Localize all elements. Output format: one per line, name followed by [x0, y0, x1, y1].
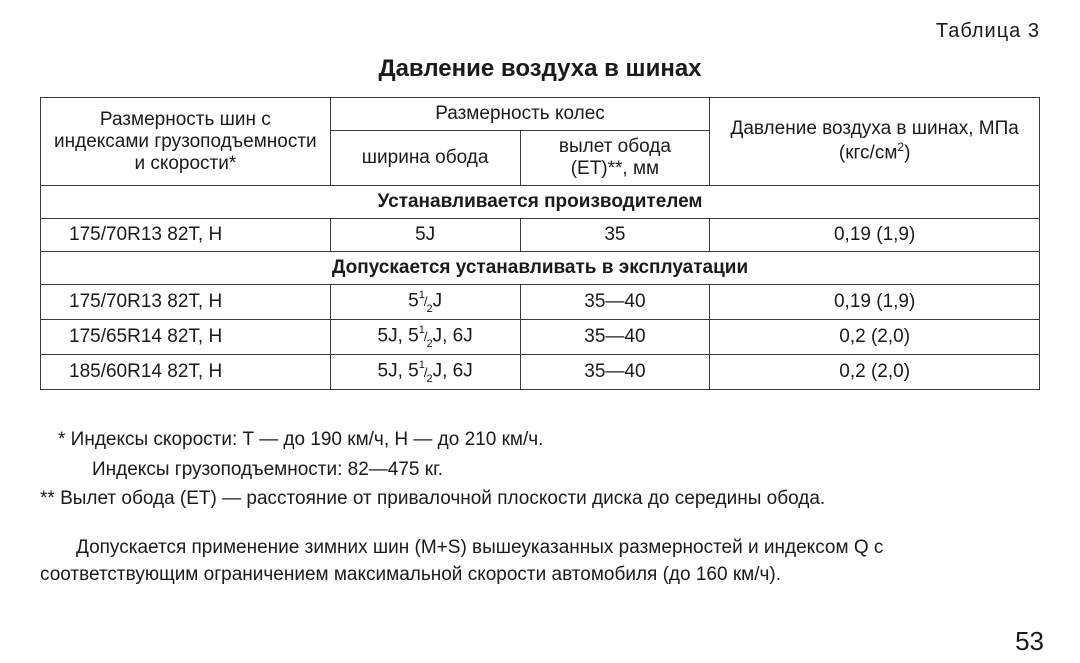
- cell-offset: 35—40: [520, 355, 710, 390]
- page-title: Давление воздуха в шинах: [40, 55, 1040, 83]
- section-allowed: Допускается устанавливать в эксплуатации: [41, 252, 1040, 285]
- table-row: 175/70R13 82T, H 51/2J 35—40 0,19 (1,9): [41, 285, 1040, 320]
- header-wheel-size: Размерность колес: [330, 98, 710, 131]
- cell-width-prefix: 5J, 5: [378, 361, 419, 382]
- header-pressure: Давление воздуха в шинах, МПа (кгс/см2): [710, 98, 1040, 186]
- cell-tire: 175/65R14 82T, H: [41, 320, 331, 355]
- cell-width: 5J, 51/2J, 6J: [330, 320, 520, 355]
- section-manufacturer: Устанавливается производителем: [41, 186, 1040, 219]
- footnote-load: Индексы грузоподъемности: 82—475 кг.: [40, 456, 1040, 484]
- cell-pressure: 0,2 (2,0): [710, 320, 1040, 355]
- table-row: 185/60R14 82T, H 5J, 51/2J, 6J 35—40 0,2…: [41, 355, 1040, 390]
- half-fraction: 1/2: [419, 325, 433, 349]
- cell-tire: 175/70R13 82T, H: [41, 285, 331, 320]
- cell-width: 5J, 51/2J, 6J: [330, 355, 520, 390]
- page-number: 53: [1015, 626, 1044, 657]
- bottom-paragraph: Допускается применение зимних шин (M+S) …: [40, 535, 1040, 588]
- header-rim-width: ширина обода: [330, 131, 520, 186]
- cell-width: 5J: [330, 219, 520, 252]
- cell-width-suffix: J, 6J: [433, 325, 473, 346]
- table-label: Таблица 3: [40, 20, 1040, 43]
- cell-width-prefix: 5: [408, 290, 419, 311]
- half-fraction: 1/2: [419, 290, 433, 314]
- cell-width-suffix: J, 6J: [433, 361, 473, 382]
- cell-pressure: 0,2 (2,0): [710, 355, 1040, 390]
- table-row: 175/65R14 82T, H 5J, 51/2J, 6J 35—40 0,2…: [41, 320, 1040, 355]
- bottom-text: Допускается применение зимних шин (M+S) …: [40, 537, 883, 585]
- header-pressure-suffix: ): [904, 143, 910, 164]
- header-tire-size: Размерность шин с индексами грузоподъем­…: [41, 98, 331, 186]
- header-pressure-prefix: Давление воздуха в шинах, МПа (кгс/см: [730, 118, 1018, 163]
- cell-offset: 35: [520, 219, 710, 252]
- cell-offset: 35—40: [520, 285, 710, 320]
- table-row: 175/70R13 82T, H 5J 35 0,19 (1,9): [41, 219, 1040, 252]
- half-fraction: 1/2: [419, 360, 433, 384]
- cell-tire: 175/70R13 82T, H: [41, 219, 331, 252]
- cell-width-prefix: 5J, 5: [378, 325, 419, 346]
- cell-width-suffix: J: [433, 290, 443, 311]
- footnotes: * Индексы скорости: T — до 190 км/ч, H —…: [40, 426, 1040, 513]
- cell-pressure: 0,19 (1,9): [710, 219, 1040, 252]
- cell-offset: 35—40: [520, 320, 710, 355]
- cell-pressure: 0,19 (1,9): [710, 285, 1040, 320]
- cell-width: 51/2J: [330, 285, 520, 320]
- footnote-offset: ** Вылет обода (ET) — расстояние от прив…: [40, 485, 1040, 513]
- cell-tire: 185/60R14 82T, H: [41, 355, 331, 390]
- tire-pressure-table: Размерность шин с индексами грузоподъем­…: [40, 97, 1040, 390]
- footnote-speed: * Индексы скорости: T — до 190 км/ч, H —…: [40, 426, 1040, 454]
- header-rim-offset: вылет обода (ET)**, мм: [520, 131, 710, 186]
